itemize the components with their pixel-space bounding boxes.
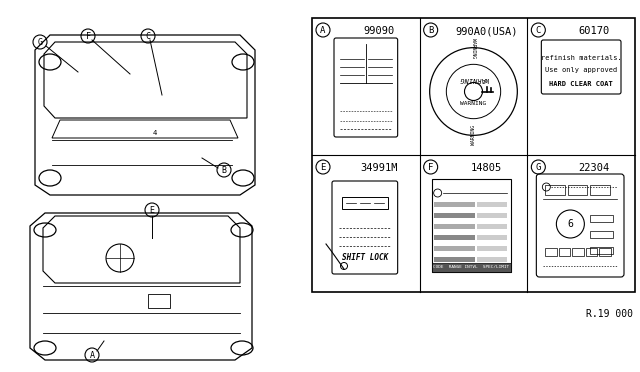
Bar <box>148 294 170 308</box>
Bar <box>477 224 507 229</box>
Bar <box>600 248 611 256</box>
Text: B: B <box>428 26 433 35</box>
Bar <box>431 263 511 272</box>
Text: 14805: 14805 <box>471 163 502 173</box>
Bar <box>559 248 570 256</box>
Bar <box>477 246 507 251</box>
Bar <box>434 202 476 207</box>
Bar <box>590 247 613 254</box>
Bar <box>312 18 635 292</box>
Text: 990A0(USA): 990A0(USA) <box>455 26 518 36</box>
Text: A: A <box>90 350 95 359</box>
Text: R.19 000: R.19 000 <box>586 309 633 319</box>
Text: 34991M: 34991M <box>360 163 397 173</box>
Bar <box>591 185 610 195</box>
Bar <box>590 215 613 222</box>
Bar <box>434 235 476 240</box>
Bar <box>572 248 584 256</box>
Bar <box>477 257 507 262</box>
Text: WARNING: WARNING <box>471 125 476 145</box>
Text: G: G <box>536 163 541 171</box>
Text: 60170: 60170 <box>579 26 610 36</box>
Text: 22304: 22304 <box>579 163 610 173</box>
Text: 4: 4 <box>153 130 157 136</box>
Text: HARD CLEAR COAT: HARD CLEAR COAT <box>549 81 613 87</box>
Bar <box>434 246 476 251</box>
Text: E: E <box>150 205 154 215</box>
Bar <box>586 248 598 256</box>
Bar <box>434 257 476 262</box>
Text: B: B <box>221 166 227 174</box>
Text: SHIFT LOCK: SHIFT LOCK <box>342 253 388 263</box>
Bar <box>434 213 476 218</box>
Text: WARNING: WARNING <box>459 76 488 82</box>
Bar <box>545 248 557 256</box>
Text: F: F <box>428 163 433 171</box>
Bar <box>568 185 588 195</box>
Bar <box>477 235 507 240</box>
Bar <box>477 213 507 218</box>
Text: CODE  RANGE INTVL  SPEC/LIMIT: CODE RANGE INTVL SPEC/LIMIT <box>433 266 509 269</box>
Text: C: C <box>536 26 541 35</box>
Text: A: A <box>320 26 326 35</box>
Text: Use only approved: Use only approved <box>545 67 618 73</box>
Bar <box>431 179 511 272</box>
Text: 99090: 99090 <box>363 26 394 36</box>
Bar <box>342 197 388 209</box>
Bar <box>545 185 565 195</box>
Bar <box>590 231 613 238</box>
Text: WARNING: WARNING <box>460 101 486 106</box>
Text: G: G <box>38 38 42 46</box>
Bar <box>477 202 507 207</box>
Text: E: E <box>320 163 326 171</box>
Text: F: F <box>86 32 90 41</box>
Text: C: C <box>145 32 150 41</box>
Bar <box>434 224 476 229</box>
Text: WARNING: WARNING <box>471 38 476 58</box>
Text: refinish materials.: refinish materials. <box>541 55 621 61</box>
Text: 6: 6 <box>568 219 573 229</box>
